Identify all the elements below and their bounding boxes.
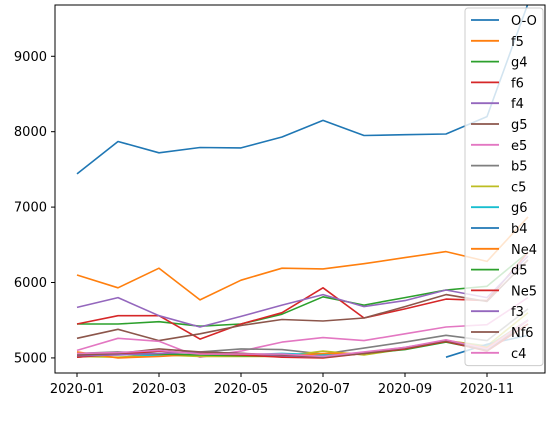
legend-label: g6 (511, 201, 528, 216)
series-line-o-o (76, 5, 529, 175)
x-axis: 2020-01 2020-03 2020-05 2020-07 2020-09 2020-… (50, 373, 514, 397)
legend-box (464, 7, 544, 367)
y-axis: 5000 6000 7000 8000 9000 (14, 50, 55, 366)
y-tick-label: 6000 (14, 276, 47, 291)
x-tick-label: 2020-09 (378, 382, 432, 397)
series-lines (76, 5, 529, 359)
legend-label: f4 (511, 97, 524, 112)
x-tick-label: 2020-03 (132, 382, 186, 397)
legend-label: g4 (511, 56, 528, 71)
legend-label: f3 (511, 305, 524, 320)
x-tick-label: 2020-11 (460, 382, 514, 397)
legend-label: Nf6 (511, 326, 534, 341)
legend-label: f5 (511, 35, 524, 50)
series-line-f4 (76, 255, 529, 328)
x-tick-label: 2020-01 (50, 382, 104, 397)
y-tick-label: 8000 (14, 125, 47, 140)
legend-label: d5 (511, 264, 528, 279)
legend-label: g5 (511, 118, 528, 133)
y-tick-label: 5000 (14, 351, 47, 366)
legend-label: c5 (511, 180, 526, 195)
legend: O-O f5 g4 f6 f4 g5 e5 b5 c5 g6 b4 Ne4 d5 Ne5 f3 Nf6 c4 (464, 7, 544, 367)
legend-label: f6 (511, 76, 524, 91)
y-tick-label: 9000 (14, 50, 47, 65)
series-line-c4 (76, 319, 529, 358)
series-line-e5 (76, 296, 529, 358)
legend-label: e5 (511, 139, 527, 154)
x-tick-label: 2020-05 (214, 382, 268, 397)
legend-label: b4 (511, 222, 528, 237)
series-line-f5 (76, 216, 529, 301)
x-tick-label: 2020-07 (296, 382, 350, 397)
legend-label: O-O (511, 14, 537, 29)
legend-label: c4 (511, 347, 526, 362)
y-tick-label: 7000 (14, 201, 47, 216)
legend-label: b5 (511, 160, 528, 175)
legend-label: Ne4 (511, 243, 537, 258)
legend-label: Ne5 (511, 284, 537, 299)
series-line-g4 (77, 251, 529, 327)
series-line-g5 (76, 259, 529, 342)
plot-area-frame (54, 4, 546, 374)
